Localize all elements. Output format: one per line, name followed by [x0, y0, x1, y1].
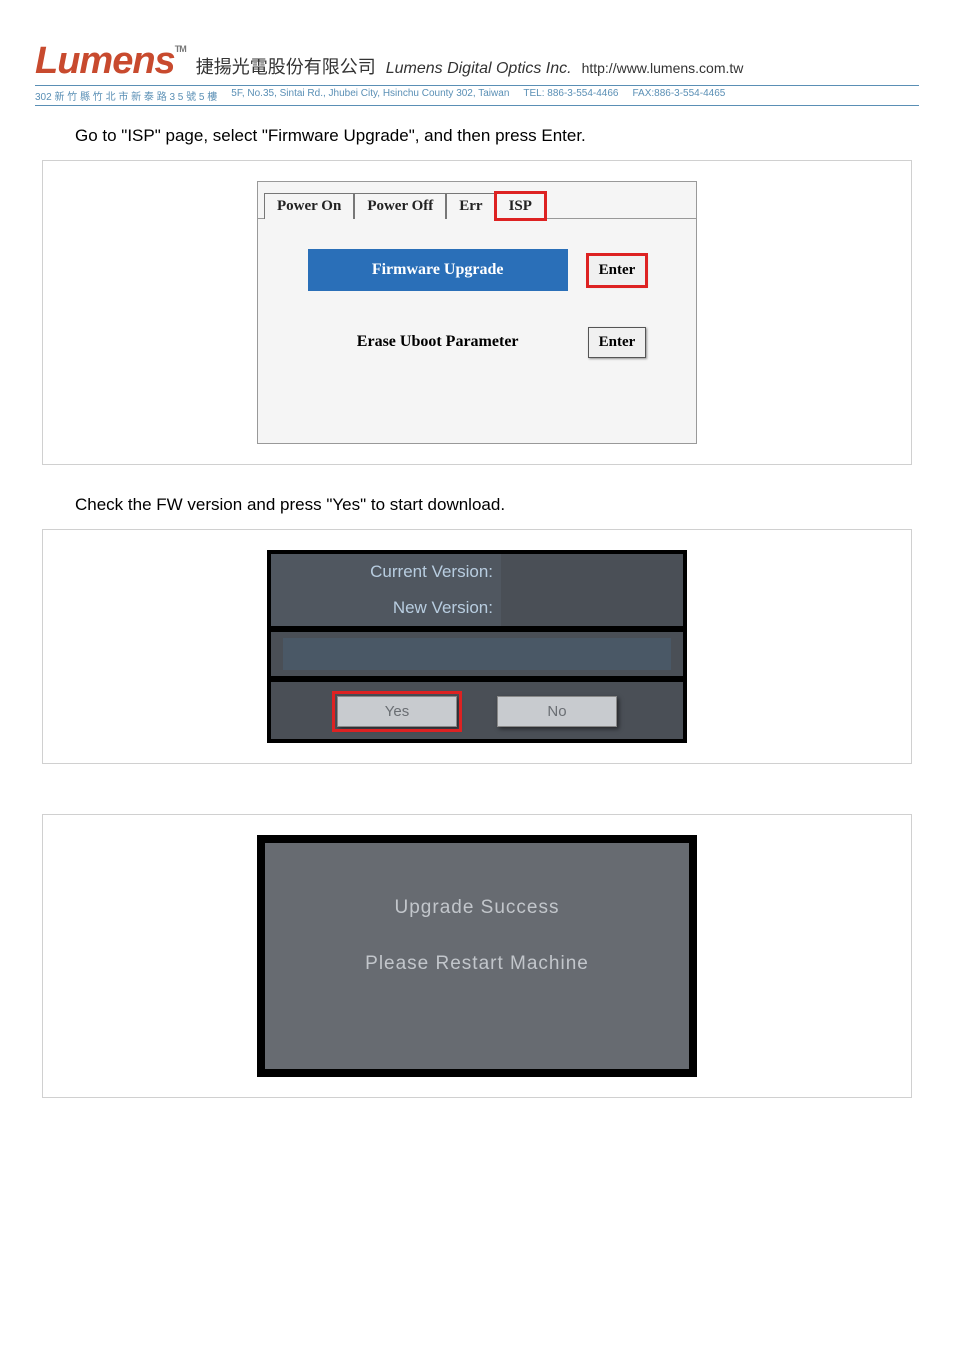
instruction-step2: Check the FW version and press "Yes" to … [75, 495, 919, 515]
isp-body: Firmware Upgrade Enter Erase Uboot Param… [258, 219, 696, 443]
no-button[interactable]: No [497, 696, 617, 727]
screenshot-frame-2: Current Version: New Version: Yes No [42, 529, 912, 764]
tab-err[interactable]: Err [446, 193, 495, 219]
tab-isp[interactable]: ISP [496, 193, 545, 219]
header-top-row: LumensTM 捷揚光電股份有限公司 Lumens Digital Optic… [35, 40, 919, 83]
new-version-label: New Version: [271, 590, 501, 626]
erase-uboot-label[interactable]: Erase Uboot Parameter [308, 321, 568, 363]
current-version-value [501, 554, 683, 590]
progress-bar [283, 638, 671, 670]
fax: FAX:886-3-554-4465 [632, 88, 725, 103]
firmware-upgrade-label[interactable]: Firmware Upgrade [308, 249, 568, 291]
progress-wrap [271, 632, 683, 676]
current-version-label: Current Version: [271, 554, 501, 590]
version-dialog-inner: Current Version: New Version: Yes No [271, 554, 683, 739]
tab-power-on[interactable]: Power On [264, 193, 354, 219]
instruction-step1: Go to "ISP" page, select "Firmware Upgra… [75, 126, 919, 146]
screenshot-frame-1: Power On Power Off Err ISP Firmware Upgr… [42, 160, 912, 465]
success-dialog: Upgrade Success Please Restart Machine [257, 835, 697, 1077]
company-name-chinese: 捷揚光電股份有限公司 [196, 53, 376, 79]
company-logo: LumensTM [35, 40, 186, 83]
company-name-english: Lumens Digital Optics Inc. [386, 60, 572, 78]
erase-uboot-row: Erase Uboot Parameter Enter [278, 321, 676, 363]
current-version-row: Current Version: [271, 554, 683, 590]
new-version-value [501, 590, 683, 626]
company-url: http://www.lumens.com.tw [582, 60, 744, 76]
success-dialog-inner: Upgrade Success Please Restart Machine [265, 843, 689, 1069]
address-chinese: 302 新 竹 縣 竹 北 市 新 泰 路 3 5 號 5 樓 [35, 88, 217, 103]
isp-window: Power On Power Off Err ISP Firmware Upgr… [257, 181, 697, 444]
logo-text: Lumens [35, 40, 175, 82]
upgrade-success-text: Upgrade Success [285, 897, 669, 919]
telephone: TEL: 886-3-554-4466 [523, 88, 618, 103]
page-header: LumensTM 捷揚光電股份有限公司 Lumens Digital Optic… [35, 40, 919, 106]
logo-tm: TM [175, 44, 186, 54]
new-version-row: New Version: [271, 590, 683, 626]
version-dialog: Current Version: New Version: Yes No [267, 550, 687, 743]
screenshot-frame-3: Upgrade Success Please Restart Machine [42, 814, 912, 1098]
firmware-upgrade-enter-button[interactable]: Enter [588, 255, 647, 286]
erase-uboot-enter-button[interactable]: Enter [588, 327, 647, 358]
firmware-upgrade-row: Firmware Upgrade Enter [278, 249, 676, 291]
isp-tab-bar: Power On Power Off Err ISP [258, 182, 696, 219]
tab-power-off[interactable]: Power Off [354, 193, 446, 219]
yes-button[interactable]: Yes [337, 696, 457, 727]
header-sub-row: 302 新 竹 縣 竹 北 市 新 泰 路 3 5 號 5 樓 5F, No.3… [35, 85, 919, 103]
version-button-row: Yes No [271, 682, 683, 739]
restart-machine-text: Please Restart Machine [285, 953, 669, 975]
address-english: 5F, No.35, Sintai Rd., Jhubei City, Hsin… [231, 88, 509, 103]
